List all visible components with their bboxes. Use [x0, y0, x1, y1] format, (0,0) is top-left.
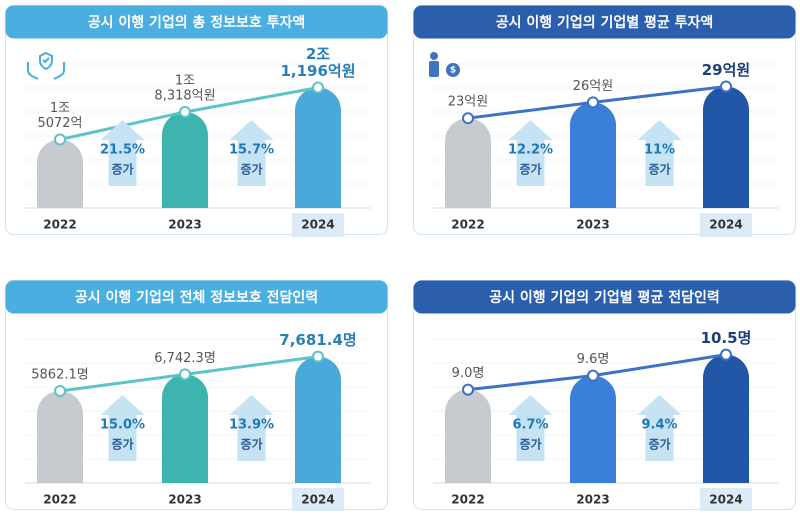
icon-person-coin: $ — [429, 52, 460, 77]
bar — [445, 389, 491, 483]
value-label: 5072억 — [37, 116, 82, 131]
growth-rate: 6.7% — [512, 418, 548, 433]
value-label: 9.0명 — [452, 366, 485, 381]
trend-marker — [720, 348, 732, 361]
growth-label: 증가 — [648, 437, 670, 452]
value-label: 5862.1명 — [31, 368, 88, 383]
value-label: 10.5명 — [701, 329, 752, 347]
value-label: 1조 — [50, 101, 70, 116]
value-label: 26억원 — [573, 79, 613, 94]
trend-marker — [54, 385, 66, 398]
growth-arrow — [508, 120, 553, 186]
chart-panel: 공시 이행 기업의 전체 정보보호 전담인력 2022 2023 2024 5862.1… — [5, 280, 388, 512]
growth-label: 증가 — [111, 162, 133, 177]
trend-marker — [312, 81, 324, 94]
trend-marker — [54, 133, 66, 146]
bar — [703, 354, 749, 483]
bar — [295, 356, 341, 483]
category-label: 2022 — [43, 218, 76, 232]
category-label: 2024 — [301, 218, 334, 232]
growth-label: 증가 — [111, 437, 133, 452]
bar — [570, 375, 616, 483]
category-highlight — [292, 213, 344, 237]
value-label: 6,742.3명 — [154, 351, 216, 366]
growth-label: 증가 — [519, 437, 541, 452]
trend-marker — [587, 96, 599, 109]
category-label: 2023 — [168, 218, 201, 232]
category-label: 2022 — [43, 493, 76, 507]
value-label: 2조 — [306, 45, 330, 63]
growth-label: 증가 — [519, 162, 541, 177]
icon-hands-shield — [27, 51, 65, 80]
growth-rate: 12.2% — [508, 143, 553, 158]
category-label: 2022 — [451, 218, 484, 232]
value-label: 7,681.4명 — [279, 331, 356, 349]
growth-rate: 21.5% — [100, 143, 145, 158]
growth-label: 증가 — [648, 162, 670, 177]
bar — [37, 391, 83, 483]
category-label: 2023 — [576, 493, 609, 507]
trend-marker — [462, 383, 474, 396]
chart-title: 공시 이행 기업의 기업별 평균 전담인력 — [489, 289, 719, 306]
bar — [37, 139, 83, 208]
title-bar — [5, 5, 388, 39]
trend-marker — [179, 105, 191, 118]
category-highlight — [700, 213, 752, 237]
value-label: 1,196억원 — [280, 62, 355, 80]
value-label: 8,318억원 — [154, 88, 215, 103]
growth-rate: 9.4% — [641, 418, 677, 433]
growth-rate: 15.0% — [100, 418, 145, 433]
title-bar — [413, 5, 796, 39]
title-bar — [413, 280, 796, 314]
bar — [162, 111, 208, 208]
bar — [295, 87, 341, 208]
growth-arrow — [100, 120, 145, 186]
growth-arrow — [637, 120, 682, 186]
bar — [162, 374, 208, 483]
value-label: 1조 — [175, 73, 195, 88]
trend-marker — [720, 80, 732, 93]
growth-arrow — [229, 395, 274, 461]
growth-arrow — [637, 395, 682, 461]
category-highlight — [292, 488, 344, 512]
chart-title: 공시 이행 기업의 기업별 평균 투자액 — [496, 14, 714, 31]
growth-label: 증가 — [240, 437, 262, 452]
trend-marker — [462, 112, 474, 125]
growth-arrow — [508, 395, 553, 461]
title-bar — [5, 280, 388, 314]
chart-title: 공시 이행 기업의 총 정보보호 투자액 — [88, 14, 306, 31]
value-label: 9.6명 — [577, 352, 610, 367]
bar — [570, 102, 616, 208]
trend-marker — [587, 369, 599, 382]
value-label: 23억원 — [448, 95, 488, 110]
category-label: 2023 — [168, 493, 201, 507]
category-label: 2024 — [301, 493, 334, 507]
category-label: 2022 — [451, 493, 484, 507]
growth-arrow — [100, 395, 145, 461]
category-label: 2024 — [709, 218, 742, 232]
category-label: 2023 — [576, 218, 609, 232]
value-label: 29억원 — [702, 61, 750, 79]
category-highlight — [700, 488, 752, 512]
chart-panel: 공시 이행 기업의 기업별 평균 투자액 2022 2023 2024 23억원 26억원… — [413, 5, 796, 237]
chart-panel: 공시 이행 기업의 기업별 평균 전담인력 2022 2023 2024 9.0명 9.6… — [413, 280, 796, 512]
chart-title: 공시 이행 기업의 전체 정보보호 전담인력 — [75, 289, 318, 306]
trend-marker — [312, 350, 324, 363]
trend-marker — [179, 368, 191, 381]
category-label: 2024 — [709, 493, 742, 507]
growth-rate: 15.7% — [229, 143, 274, 158]
growth-rate: 11% — [644, 143, 675, 158]
growth-arrow — [229, 120, 274, 186]
svg-text:$: $ — [450, 66, 456, 76]
growth-rate: 13.9% — [229, 418, 274, 433]
growth-label: 증가 — [240, 162, 262, 177]
bar — [445, 118, 491, 208]
bar — [703, 86, 749, 208]
